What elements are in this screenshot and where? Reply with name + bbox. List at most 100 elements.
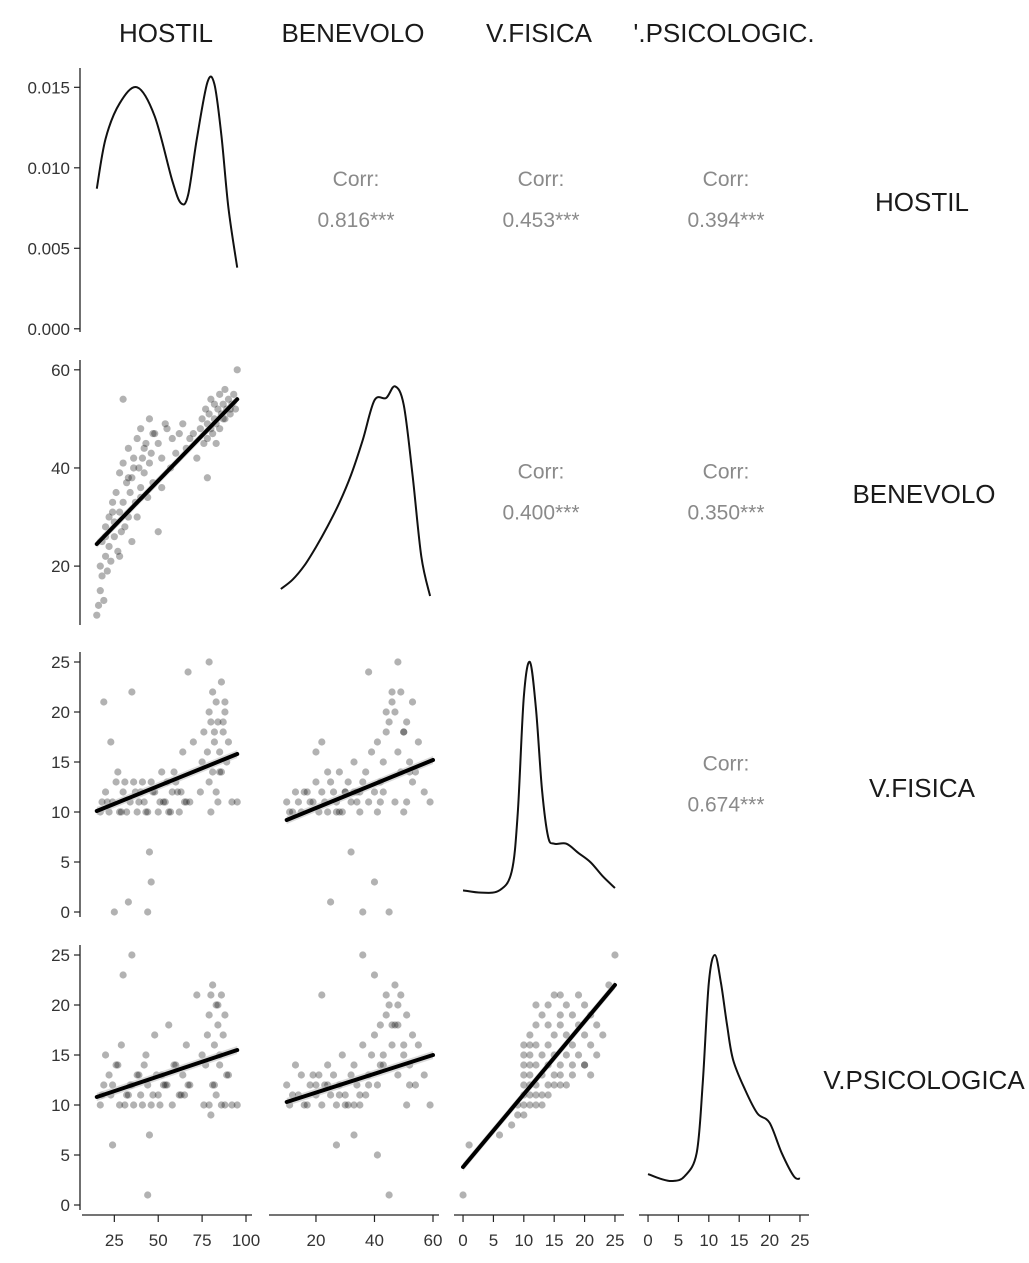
scatter-point [186, 1081, 194, 1089]
scatter-point [217, 1101, 226, 1109]
scatter-point [212, 698, 220, 706]
scatter-point [303, 1101, 311, 1109]
scatter-point [119, 971, 127, 979]
scatter-point [538, 1101, 546, 1109]
scatter-point [156, 1101, 164, 1109]
scatter-point [373, 738, 382, 746]
y-tick-label: 15 [51, 1046, 70, 1065]
scatter-point [414, 1041, 422, 1049]
scatter-point [532, 1091, 540, 1099]
scatter-point [403, 1011, 411, 1019]
scatter-point [203, 748, 211, 756]
scatter-point [347, 798, 355, 806]
scatter-point [209, 688, 217, 696]
scatter-point [100, 596, 108, 605]
scatter-point [180, 798, 189, 806]
x-tick-label: 25 [606, 1231, 625, 1250]
scatter-point [370, 878, 379, 886]
corr-label: Corr: [518, 168, 565, 191]
scatter-point [198, 1051, 206, 1059]
scatter-point [209, 768, 217, 776]
scatter-point [335, 1091, 343, 1099]
scatter-point [163, 1081, 171, 1089]
scatter-point [520, 1111, 528, 1119]
scatter-point [400, 728, 408, 736]
scatter-point [182, 798, 190, 806]
scatter-point [394, 1021, 402, 1029]
scatter-point [96, 1101, 104, 1109]
scatter-point [142, 808, 150, 816]
scatter-point [137, 425, 145, 433]
scatter-point [520, 1081, 528, 1089]
scatter-point [367, 748, 376, 756]
scatter-point [550, 991, 558, 999]
density-curve-v-psicologica [647, 953, 801, 1183]
scatter-point [411, 1081, 420, 1089]
scatter-point [341, 1091, 349, 1099]
scatter-point [114, 1061, 122, 1069]
scatter-point [400, 728, 408, 736]
scatter-point [291, 788, 300, 796]
scatter-point [544, 1001, 552, 1009]
y-tick-label: 20 [51, 996, 70, 1015]
scatter-point [526, 1031, 534, 1039]
scatter-point [130, 778, 138, 786]
scatter-point [400, 1051, 408, 1059]
scatter-point [205, 658, 213, 666]
scatter-point [414, 738, 422, 746]
scatter-point [154, 439, 162, 448]
scatter-point [294, 798, 303, 806]
scatter-point [214, 1021, 222, 1029]
scatter-point [362, 1091, 370, 1099]
scatter-point [163, 425, 171, 433]
scatter-point [124, 1091, 132, 1099]
scatter-point [508, 1121, 516, 1129]
scatter-point [394, 1071, 402, 1079]
scatter-point [108, 498, 117, 506]
scatter-point [359, 951, 367, 959]
scatter-point [532, 1001, 540, 1009]
scatter-point [130, 1101, 138, 1109]
scatter-point [108, 1141, 117, 1149]
scatter-point [318, 788, 326, 796]
scatter-point [219, 728, 227, 736]
scatter-point [532, 1101, 540, 1109]
scatter-point [124, 898, 132, 906]
scatter-point [356, 1091, 364, 1099]
scatter-point [324, 808, 332, 816]
scatter-point [145, 848, 154, 856]
scatter-point [544, 1091, 552, 1099]
scatter-point [130, 464, 138, 472]
scatter-point [532, 1021, 540, 1029]
y-tick-label: 0.000 [27, 320, 70, 339]
scatter-point [526, 1061, 534, 1069]
scatter-point [184, 1081, 192, 1089]
scatter-point [382, 1011, 390, 1019]
column-header-benevolo: BENEVOLO [281, 18, 424, 48]
scatter-point [217, 991, 226, 999]
scatter-point [580, 1031, 589, 1039]
corr-value: 0.453*** [502, 209, 579, 232]
scatter-point [200, 439, 208, 448]
scatter-point [379, 788, 387, 796]
scatter-point [520, 1061, 528, 1069]
scatter-point [385, 1191, 393, 1199]
scatter-point [209, 1081, 217, 1089]
scatter-point [105, 542, 113, 551]
scatter-point [193, 454, 201, 462]
scatter-point [207, 808, 215, 816]
scatter-point [495, 1131, 504, 1139]
corr-cell-v-fisica-v-psicologica: Corr: 0.674*** [687, 753, 764, 817]
scatter-point [562, 1081, 570, 1089]
corr-cell-benevolo-v-psicologica: Corr: 0.350*** [687, 461, 764, 525]
scatter-point [140, 444, 148, 452]
x-tick-label: 100 [232, 1231, 260, 1250]
x-tick-label: 0 [458, 1231, 467, 1250]
scatter-point [538, 1011, 546, 1019]
scatter-point [408, 698, 417, 706]
scatter-point [338, 1051, 346, 1059]
scatter-point [379, 1051, 387, 1059]
row-header-hostil: HOSTIL [875, 187, 969, 217]
scatter-point [140, 798, 148, 806]
y-tick-label: 15 [51, 753, 70, 772]
